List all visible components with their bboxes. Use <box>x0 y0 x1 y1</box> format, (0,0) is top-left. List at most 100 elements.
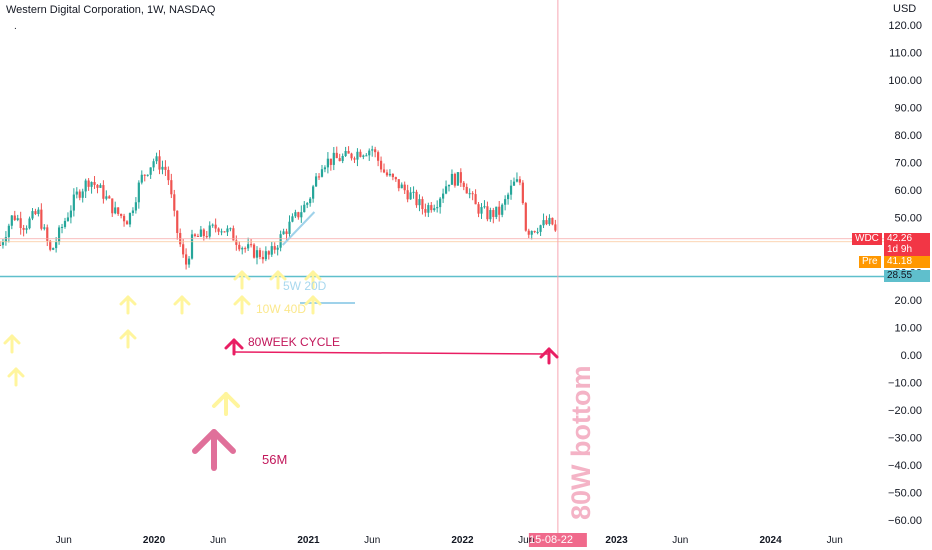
candle-body <box>1 241 5 246</box>
candle-body <box>359 151 362 157</box>
candle-body <box>450 173 454 185</box>
candle-body <box>99 185 102 188</box>
candle-body <box>430 205 433 211</box>
candle-body <box>211 224 214 226</box>
candle-body <box>182 244 185 255</box>
wdc-symbol-badge: WDC <box>852 233 882 245</box>
candle-body <box>226 228 229 233</box>
candle-body <box>102 185 105 199</box>
y-tick-label: 100.00 <box>888 75 922 87</box>
candle-body <box>406 190 409 200</box>
candle-body <box>149 167 152 175</box>
candle-body <box>427 205 430 213</box>
x-tick-label: Jun <box>364 535 380 546</box>
x-tick-label: 2023 <box>605 535 628 546</box>
candle-body <box>439 198 442 208</box>
candle-body <box>444 186 448 194</box>
candle-body <box>252 244 256 258</box>
candle-body <box>75 191 78 195</box>
candle-body <box>261 256 265 260</box>
candle-body <box>193 234 197 236</box>
candle-body <box>509 185 513 195</box>
candle-body <box>170 180 173 195</box>
y-tick-label: 0.00 <box>901 350 922 362</box>
candle-body <box>229 228 232 230</box>
candle-body <box>294 212 297 217</box>
candle-body <box>554 224 557 231</box>
candle-body <box>515 179 519 182</box>
ma-long-label: 10W 40D <box>256 302 306 316</box>
ma-short-label: 5W 20D <box>283 279 327 293</box>
candle-body <box>312 186 315 199</box>
candle-body <box>232 228 235 241</box>
x-tick-label: 2024 <box>759 535 782 546</box>
pre-label-badge: Pre <box>859 256 881 268</box>
candle-body <box>57 227 61 242</box>
candle-body <box>459 172 462 183</box>
candle-body <box>365 155 368 157</box>
candle-body <box>320 169 324 177</box>
candle-body <box>270 246 273 255</box>
candle-body <box>247 244 250 249</box>
candle-body <box>22 228 25 230</box>
currency-label: USD <box>893 3 917 15</box>
candle-body <box>72 194 75 211</box>
candle-body <box>31 211 34 219</box>
candle-body <box>205 236 208 238</box>
candle-body <box>125 221 129 225</box>
candle-body <box>356 151 359 160</box>
wdc-countdown-badge: 1d 9h <box>884 244 930 256</box>
candle-body <box>288 221 291 234</box>
x-tick-label: Jun <box>672 535 688 546</box>
candle-body <box>196 235 200 237</box>
candle-body <box>220 231 223 233</box>
candle-body <box>60 226 64 228</box>
arrow-annotations <box>3 270 559 471</box>
time-axis[interactable]: Jun 2020 Jun 2021 Jun 2022 Jun 2023 Jun 2024 Jun <box>56 535 843 546</box>
candle-body <box>362 155 365 157</box>
candle-body <box>84 180 87 192</box>
pre-price-badge: 41.18 <box>884 256 930 268</box>
x-tick-label: 2022 <box>451 535 474 546</box>
candle-body <box>382 169 386 173</box>
candle-body <box>468 193 471 195</box>
candle-body <box>155 156 158 162</box>
candle-series <box>0 145 557 270</box>
candle-body <box>46 227 49 241</box>
candle-body <box>187 258 191 265</box>
candle-body <box>143 174 146 176</box>
candle-body <box>545 220 548 225</box>
y-tick-label: 10.00 <box>894 323 922 335</box>
candle-body <box>300 212 303 218</box>
y-tick-label: 60.00 <box>894 185 922 197</box>
candle-body <box>486 206 489 220</box>
candle-body <box>28 218 31 229</box>
candle-body <box>176 210 179 233</box>
candle-body <box>306 203 309 205</box>
date-badge <box>528 533 587 547</box>
candle-body <box>96 184 99 188</box>
candle-body <box>152 161 155 168</box>
candle-body <box>55 241 58 249</box>
candle-body <box>527 230 530 235</box>
candle-body <box>137 182 140 203</box>
candle-body <box>521 182 524 204</box>
candle-body <box>397 179 400 189</box>
candle-body <box>37 209 40 215</box>
wdc-price-badge: 42.26 <box>884 233 930 245</box>
candle-body <box>539 225 542 232</box>
candle-body <box>78 191 81 198</box>
y-tick-label: 20.00 <box>894 295 922 307</box>
candle-body <box>524 203 527 231</box>
level-price-badge: 28.55 <box>884 270 930 282</box>
candle-body <box>480 207 483 214</box>
candle-body <box>506 194 510 200</box>
candle-body <box>122 215 126 222</box>
candle-body <box>501 204 504 215</box>
candle-body <box>146 174 149 176</box>
candle-body <box>167 169 170 181</box>
y-tick-label: 110.00 <box>889 48 922 60</box>
candle-body <box>13 215 16 220</box>
candle-body <box>412 191 415 193</box>
